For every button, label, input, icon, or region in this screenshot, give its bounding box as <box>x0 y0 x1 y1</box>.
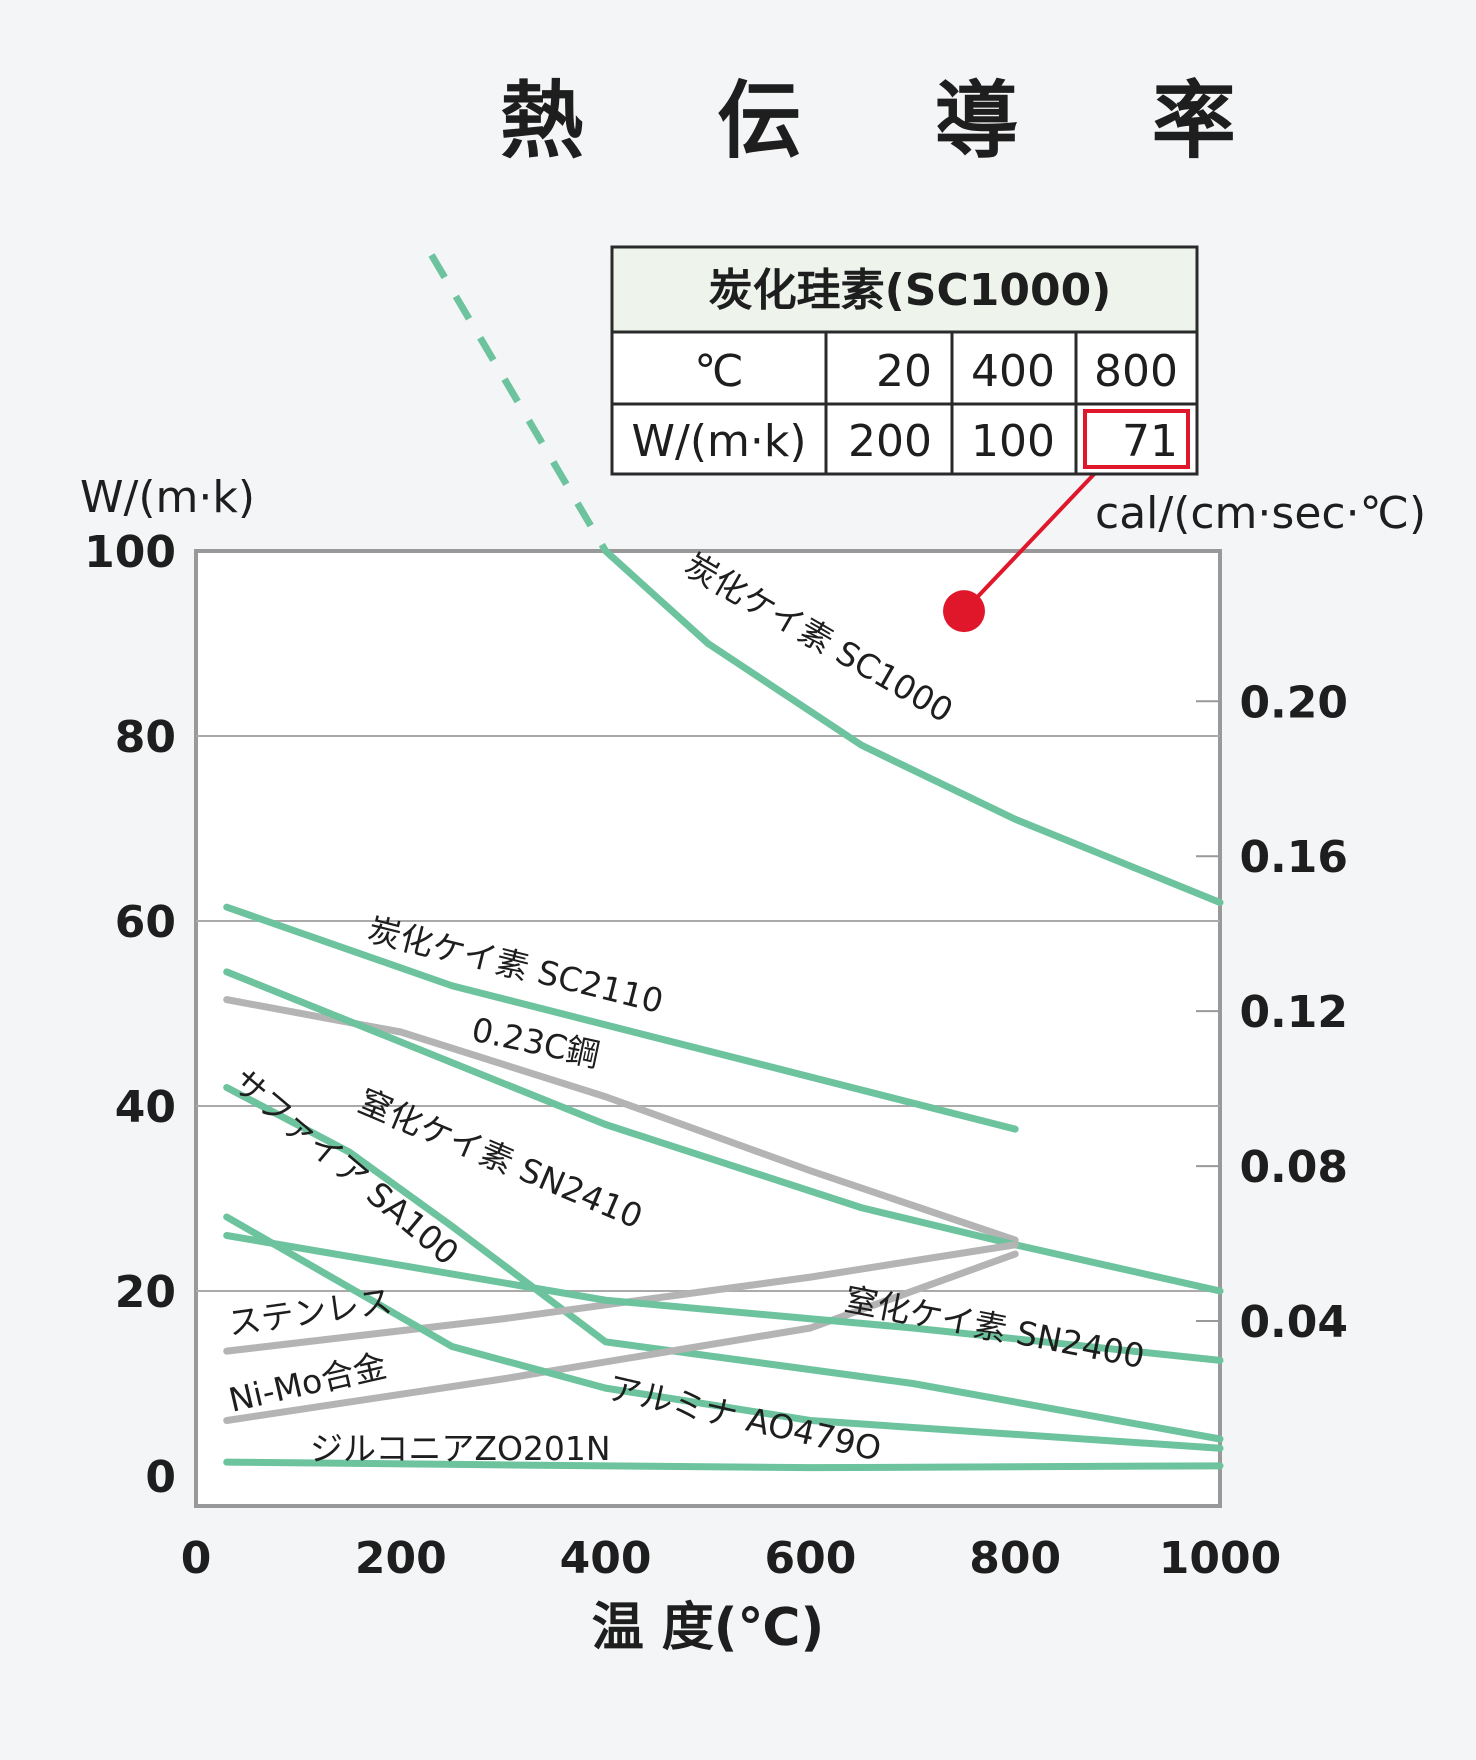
series-line <box>223 1213 1224 1452</box>
table-header-bg <box>612 247 1197 332</box>
series-line <box>223 1250 1019 1424</box>
y2-tick-label: 0.16 <box>1239 832 1348 883</box>
x-tick-label: 600 <box>764 1533 856 1584</box>
y2-tick-label: 0.12 <box>1239 987 1348 1038</box>
table-cell: 20 <box>876 346 932 397</box>
table-row1-label: ℃ <box>694 346 743 397</box>
table-cell: 800 <box>1094 346 1178 397</box>
series-line <box>223 1458 1224 1472</box>
y-tick-label: 100 <box>84 527 176 578</box>
table-cell: 400 <box>971 346 1055 397</box>
series-line <box>223 1241 1019 1355</box>
secondary-axis-ticks: 0.04 0.08 0.12 0.16 0.20 <box>1196 677 1348 1348</box>
y2-tick-label: 0.20 <box>1239 677 1348 728</box>
series-label: ジルコニアZO201N <box>310 1429 611 1468</box>
y-tick-label: 60 <box>115 897 176 948</box>
x-tick-label: 800 <box>969 1533 1061 1584</box>
y-axis-label: W/(m·k) <box>80 472 255 523</box>
series-line <box>602 547 1224 906</box>
series-line <box>223 968 1224 1295</box>
y-tick-label: 20 <box>115 1267 176 1318</box>
y-tick-label: 80 <box>115 712 176 763</box>
x-tick-label: 400 <box>560 1533 652 1584</box>
series-layer <box>223 253 1224 1472</box>
y2-tick-label: 0.04 <box>1239 1297 1348 1348</box>
series-line <box>223 903 1019 1133</box>
table-border <box>610 245 1199 476</box>
table-title: 炭化珪素(SC1000) <box>709 265 1112 316</box>
table-row2-label: W/(m·k) <box>632 416 807 467</box>
series-line-extrapolated <box>428 253 609 553</box>
x-tick-label: 0 <box>181 1533 212 1584</box>
y-tick-label: 0 <box>145 1452 176 1503</box>
y2-tick-label: 0.08 <box>1239 1142 1348 1193</box>
callout-line <box>962 468 1100 613</box>
sc1000-table: 炭化珪素(SC1000) ℃ 20 400 800 W/(m·k) 200 10… <box>610 245 1199 476</box>
chart-title: 熱 伝 導 率 <box>500 72 1288 170</box>
series-line <box>223 1232 1224 1364</box>
callout-marker <box>943 590 985 633</box>
x-tick-label: 200 <box>355 1533 447 1584</box>
table-cell: 200 <box>848 416 932 467</box>
x-tick-label: 1000 <box>1159 1533 1281 1584</box>
highlight-box <box>1083 409 1190 469</box>
table-cell: 71 <box>1122 416 1178 467</box>
table-cell: 100 <box>971 416 1055 467</box>
x-axis-label: 温 度(℃) <box>592 1598 825 1658</box>
secondary-y-axis-label: cal/(cm·sec·℃) <box>1095 488 1426 539</box>
y-tick-label: 40 <box>115 1082 176 1133</box>
